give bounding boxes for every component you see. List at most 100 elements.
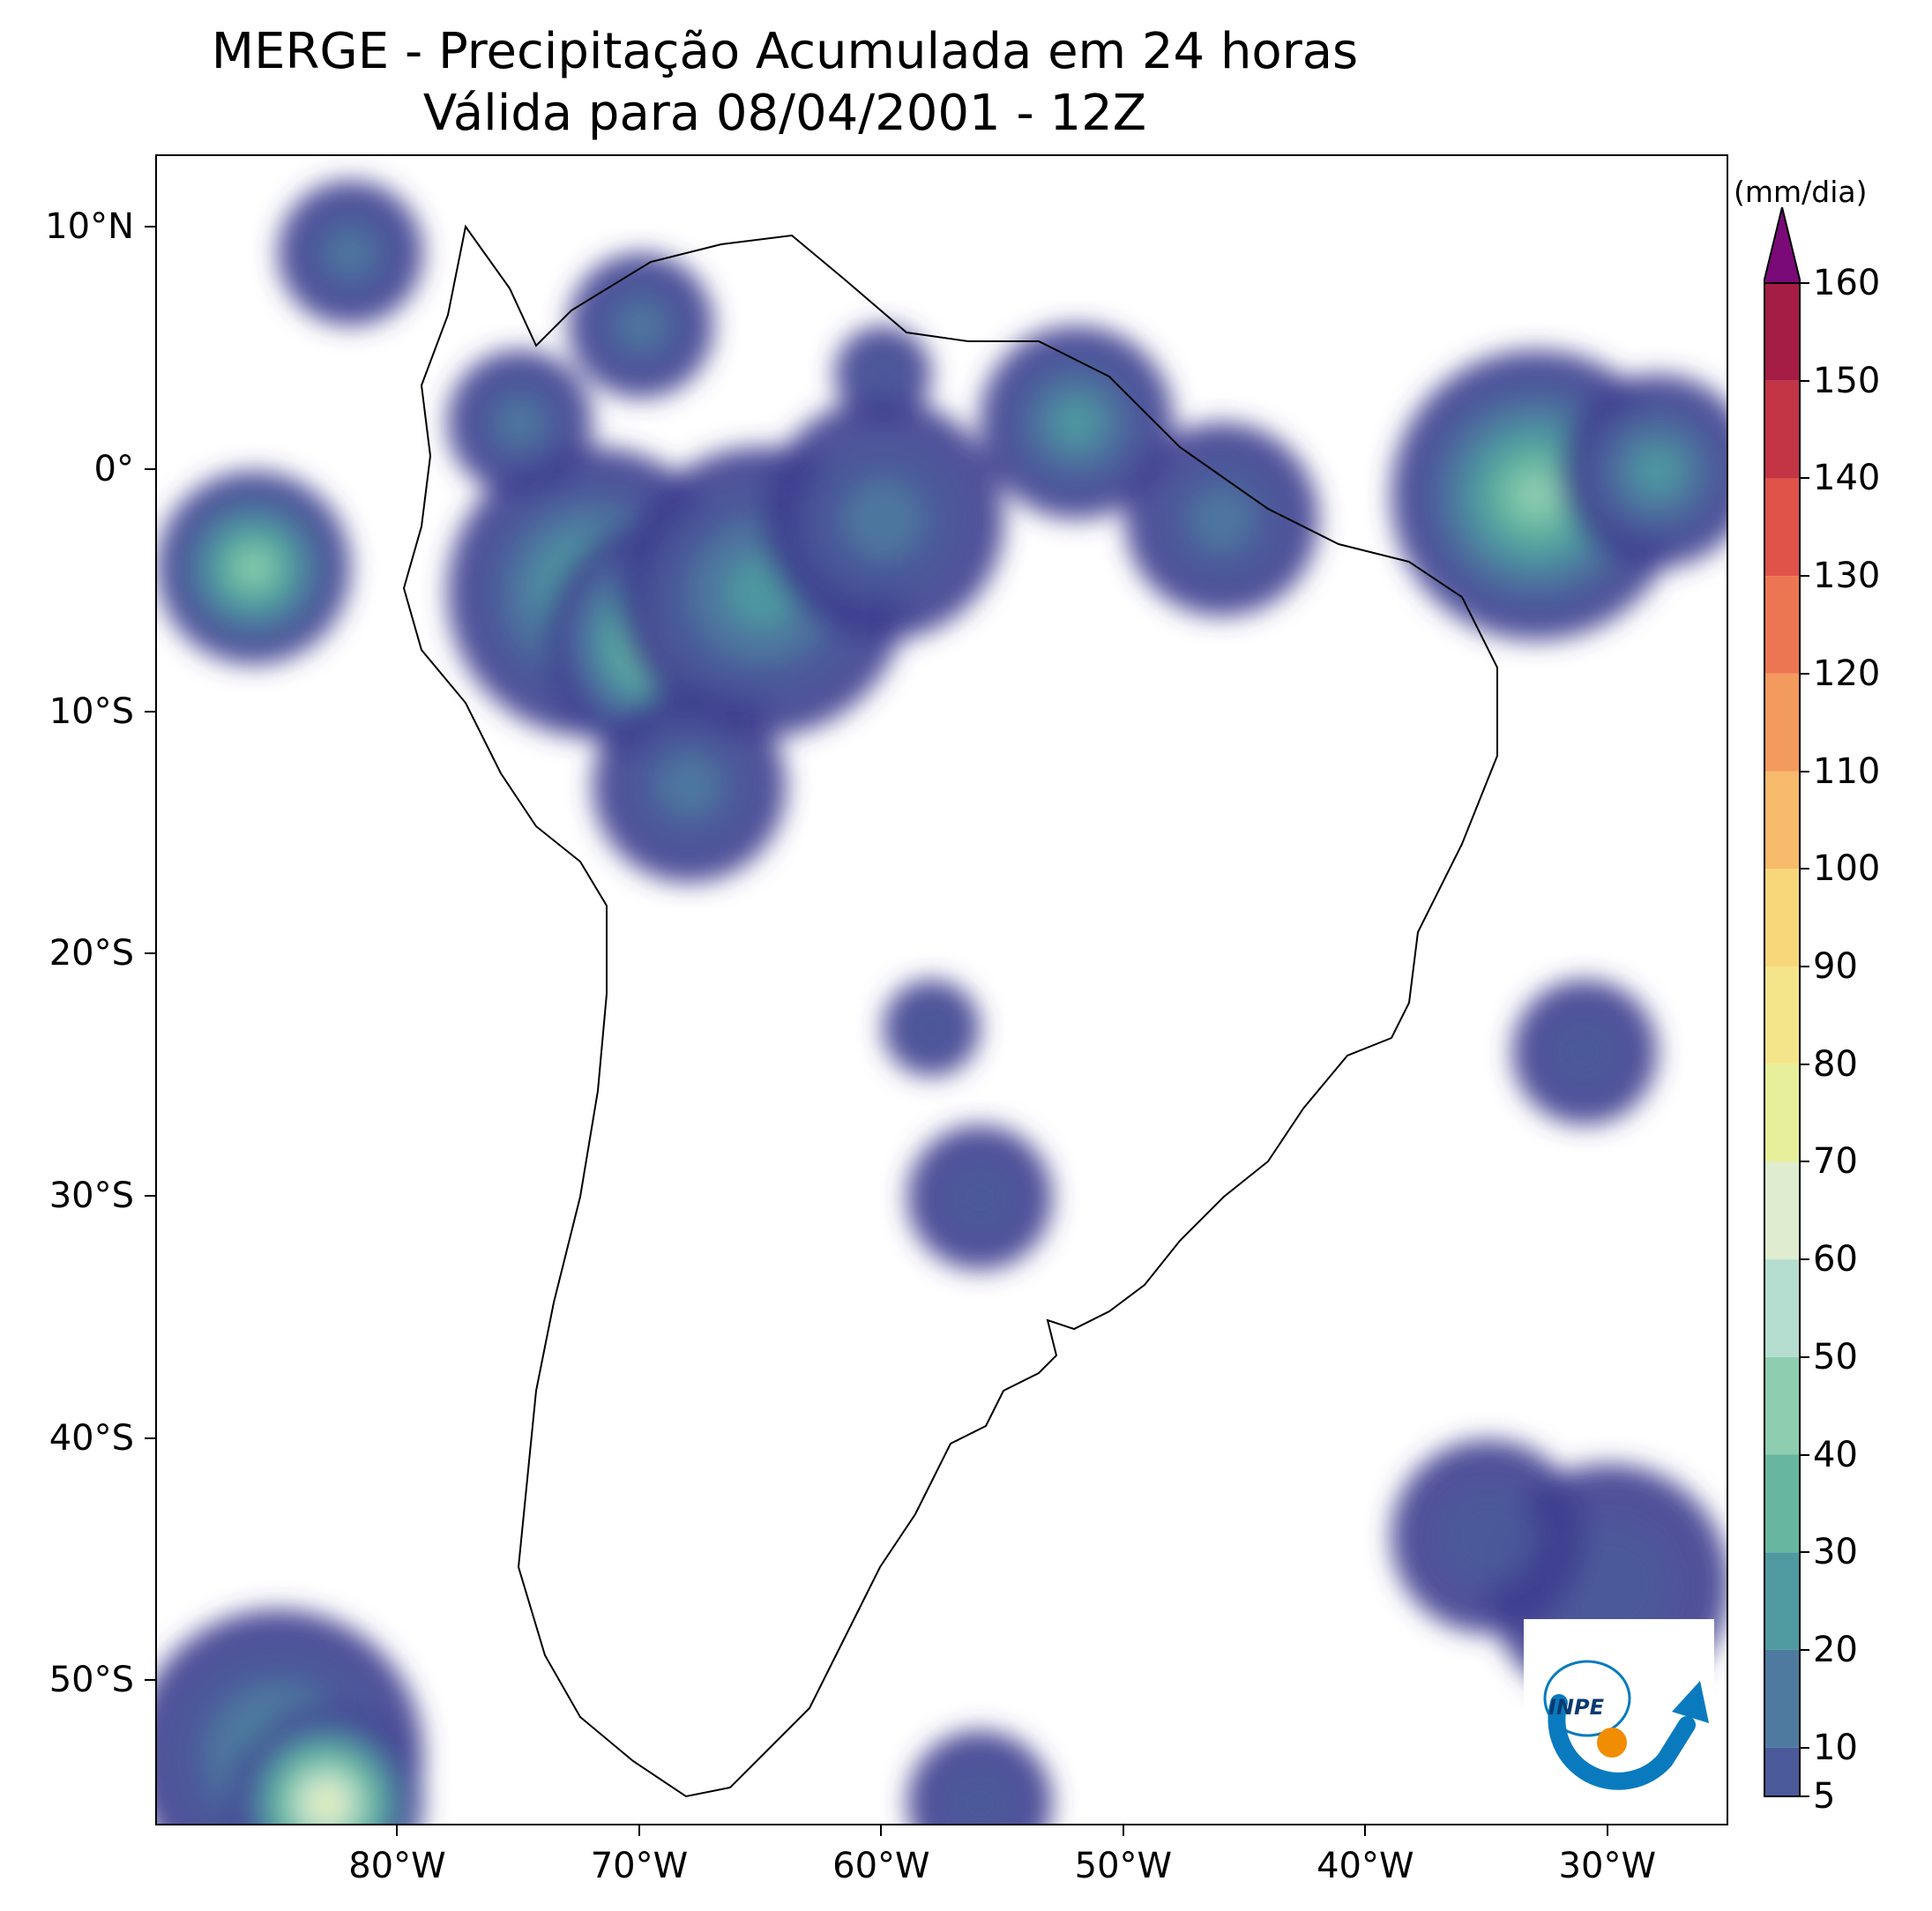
precip-cell-12 — [944, 1161, 1017, 1235]
lat-label: 10°S — [48, 690, 134, 732]
colorbar-tick — [1801, 1648, 1809, 1651]
precip-cell-4 — [1052, 398, 1101, 447]
colorbar-tick-label: 50 — [1813, 1336, 1858, 1377]
lat-label: 0° — [93, 449, 134, 490]
colorbar-tick-label: 40 — [1813, 1434, 1858, 1475]
logo-text: INPE — [1548, 1695, 1605, 1720]
colorbar-tick — [1801, 1355, 1809, 1358]
colorbar-tick-label: 110 — [1813, 750, 1881, 792]
precip-cell-11 — [906, 1004, 956, 1053]
colorbar-tick — [1801, 1258, 1809, 1261]
colorbar-band — [1764, 1259, 1800, 1357]
colorbar-band — [1764, 1356, 1800, 1455]
logo-sun-icon — [1597, 1728, 1627, 1758]
logo-orbit-icon — [1543, 1660, 1631, 1737]
lon-tick — [880, 1825, 883, 1836]
precip-cell-3 — [842, 479, 924, 560]
lon-label: 30°W — [1558, 1846, 1656, 1886]
colorbar-tick — [1801, 477, 1809, 480]
colorbar-tick — [1801, 868, 1809, 870]
colorbar-tick — [1801, 770, 1809, 773]
colorbar-band — [1764, 1747, 1800, 1796]
colorbar-tick — [1801, 1453, 1809, 1456]
lon-tick — [1122, 1825, 1124, 1836]
precipitation-layer — [157, 180, 1727, 1824]
lat-tick — [145, 1194, 155, 1197]
lat-tick — [145, 710, 155, 713]
precip-cell-9 — [496, 398, 545, 447]
colorbar-tick-label: 70 — [1813, 1141, 1858, 1183]
lat-tick — [145, 952, 155, 955]
logo-arc-icon — [1548, 1694, 1696, 1790]
colorbar-tick-label: 60 — [1813, 1239, 1858, 1280]
precip-cell-7 — [1633, 446, 1682, 496]
lon-tick — [396, 1825, 399, 1836]
lat-label: 20°S — [48, 933, 134, 974]
colorbar-tick-label: 10 — [1813, 1727, 1858, 1768]
colorbar — [1764, 207, 1801, 1797]
map-canvas — [157, 180, 1727, 1824]
colorbar-outline — [1764, 282, 1801, 1797]
precip-cell-16 — [315, 1792, 338, 1814]
logo-arrow-icon — [1672, 1681, 1709, 1723]
lon-tick — [638, 1825, 640, 1836]
colorbar-band — [1764, 1064, 1800, 1162]
south-america-coastline — [402, 224, 1498, 1798]
lat-tick — [145, 468, 155, 471]
map-frame — [155, 154, 1728, 1825]
colorbar-tick-label: 120 — [1813, 653, 1881, 694]
precip-cell-19 — [326, 228, 376, 278]
lat-tick — [145, 1679, 155, 1682]
colorbar-units: (mm/dia) — [1734, 175, 1868, 209]
colorbar-tick — [1801, 575, 1809, 578]
colorbar-tick — [1801, 1161, 1809, 1163]
lon-label: 70°W — [590, 1846, 689, 1886]
colorbar-tick — [1801, 1063, 1809, 1065]
precip-cell-17 — [1439, 1488, 1537, 1586]
colorbar-tick — [1801, 379, 1809, 382]
colorbar-tick — [1801, 672, 1809, 675]
colorbar-tick — [1801, 1551, 1809, 1554]
colorbar-band — [1764, 1649, 1800, 1748]
lat-label: 50°S — [48, 1660, 134, 1701]
colorbar-tick-label: 20 — [1813, 1629, 1858, 1670]
lat-tick — [145, 226, 155, 228]
lat-label: 30°S — [48, 1175, 134, 1216]
colorbar-band — [1764, 1161, 1800, 1260]
colorbar-band — [1764, 380, 1800, 479]
colorbar-band — [1764, 966, 1800, 1064]
colorbar-band — [1764, 771, 1800, 870]
precip-cell-6 — [1511, 471, 1561, 519]
lon-label: 40°W — [1317, 1846, 1414, 1886]
colorbar-tick — [1801, 1746, 1809, 1749]
colorbar-band — [1764, 869, 1800, 967]
inpe-logo: INPE — [1524, 1619, 1714, 1811]
lat-label: 40°S — [48, 1417, 134, 1459]
lon-tick — [1606, 1825, 1608, 1836]
precip-cell-13 — [1548, 1015, 1622, 1089]
colorbar-band — [1764, 1552, 1800, 1650]
colorbar-tick-label: 90 — [1813, 945, 1858, 987]
precip-cell-5 — [1190, 487, 1255, 552]
precip-cell-20 — [616, 301, 666, 350]
colorbar-band — [1764, 673, 1800, 772]
lon-tick — [1364, 1825, 1367, 1836]
colorbar-tick-label: 150 — [1813, 360, 1881, 401]
colorbar-tick-label: 160 — [1813, 263, 1881, 303]
lat-tick — [145, 1437, 155, 1439]
colorbar-band — [1764, 1454, 1800, 1553]
colorbar-band — [1764, 478, 1800, 577]
colorbar-tick-label: 5 — [1813, 1776, 1836, 1817]
precip-cell-8 — [237, 551, 271, 585]
colorbar-tick-label: 130 — [1813, 556, 1881, 597]
colorbar-tick-label: 100 — [1813, 848, 1881, 890]
precip-cell-10 — [657, 753, 722, 818]
lon-label: 50°W — [1074, 1846, 1173, 1886]
colorbar-band — [1764, 576, 1800, 674]
colorbar-tick-label: 30 — [1813, 1532, 1858, 1573]
map-subtitle: Válida para 08/04/2001 - 12Z — [422, 85, 1147, 142]
map-title: MERGE - Precipitação Acumulada em 24 hor… — [211, 23, 1359, 80]
precip-cell-21 — [858, 349, 907, 399]
colorbar-tick — [1801, 965, 1809, 967]
lon-label: 80°W — [348, 1846, 446, 1886]
